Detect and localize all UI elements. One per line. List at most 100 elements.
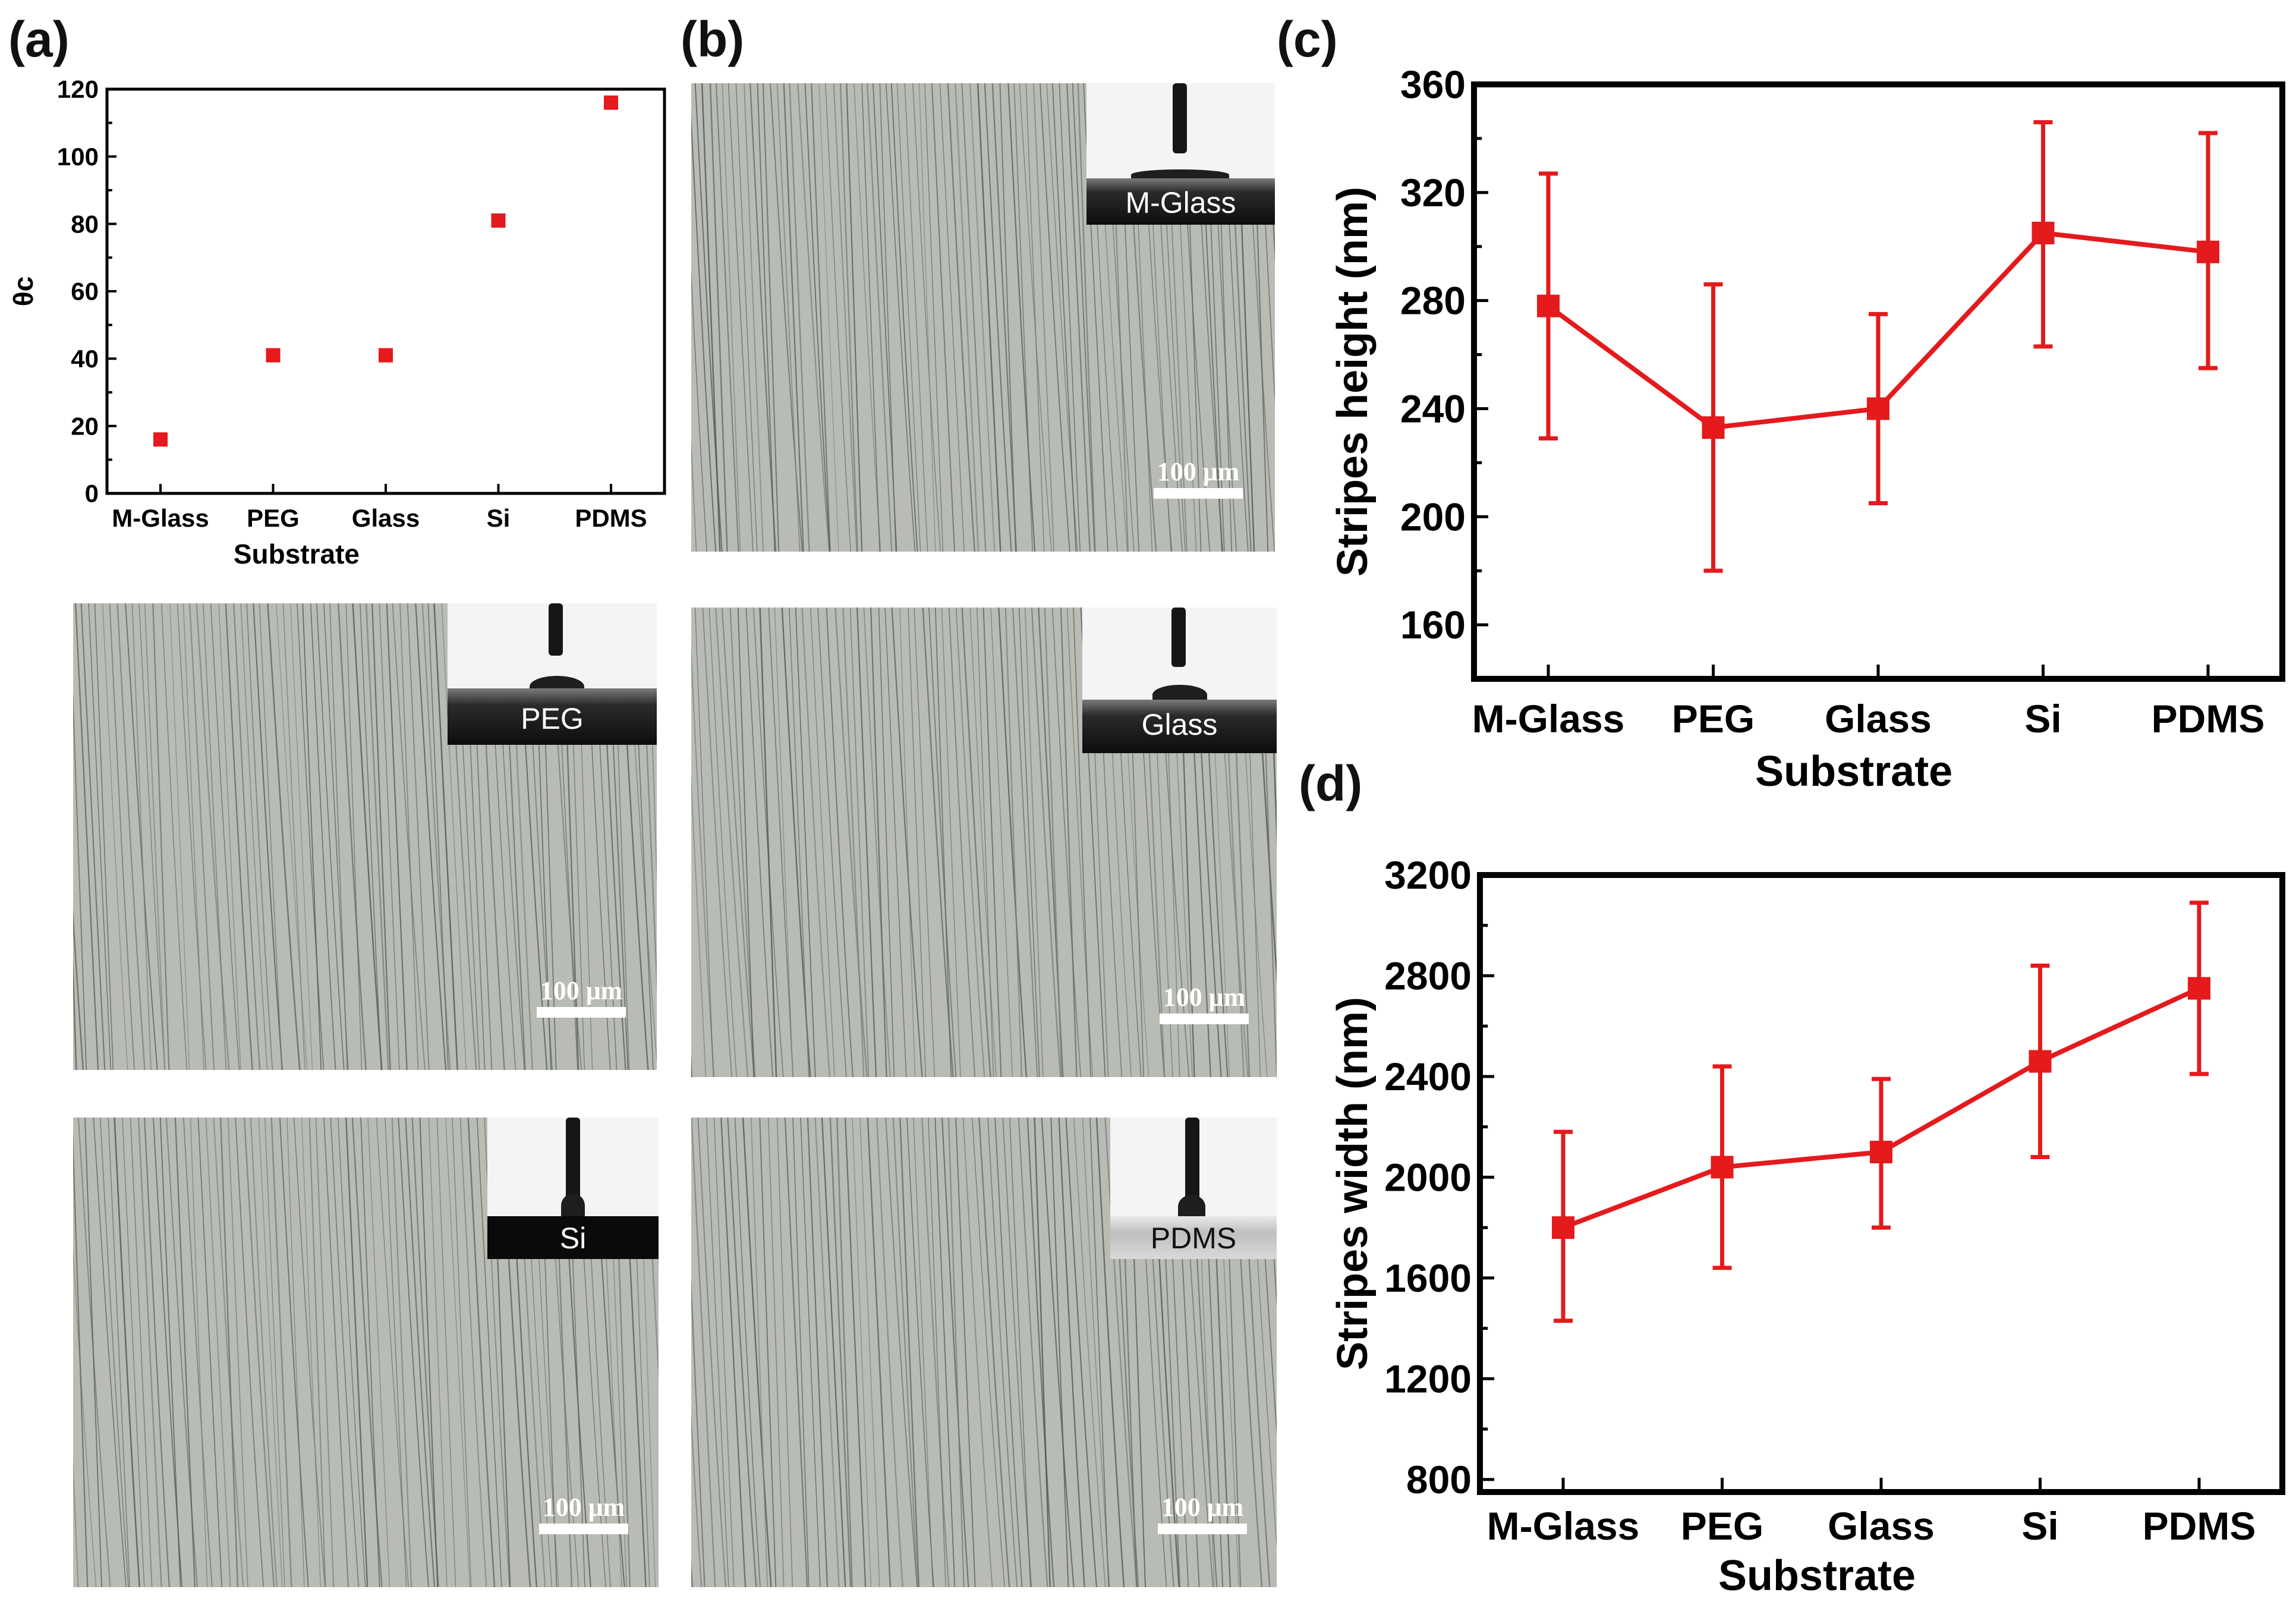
stripe-line	[213, 1118, 244, 1587]
stripe-line	[839, 83, 859, 552]
stripe-line	[371, 603, 391, 1070]
contact-angle-inset-peg: PEG	[448, 603, 657, 745]
stripe-line	[987, 1118, 1018, 1587]
stripe-line	[759, 1118, 777, 1587]
x-tick-label: PDMS	[575, 504, 647, 532]
stripe-line	[856, 608, 877, 1077]
x-tick-label: Glass	[352, 504, 420, 532]
data-point	[2188, 977, 2210, 1000]
y-tick-label: 120	[57, 75, 99, 103]
stripe-line	[235, 1118, 264, 1587]
stripe-line	[776, 1118, 793, 1587]
stripe-line	[691, 268, 708, 552]
stripe-line	[1050, 1118, 1069, 1587]
stripe-line	[116, 603, 146, 1070]
x-axis-title: Substrate	[1718, 1552, 1916, 1600]
x-axis-title: Substrate	[1755, 748, 1952, 795]
y-tick-label: 100	[57, 143, 99, 171]
stripe-line	[1060, 608, 1078, 1077]
x-tick-label: PDMS	[2143, 1504, 2256, 1548]
scale-bar: 100 μm	[539, 1492, 628, 1534]
stripe-line	[330, 1118, 360, 1587]
stripe-line	[797, 83, 830, 552]
stripe-line	[1009, 1118, 1031, 1587]
stripe-line	[243, 1118, 275, 1587]
stripe-line	[691, 1118, 716, 1587]
stripe-line	[1044, 608, 1063, 1077]
substrate-base	[1082, 700, 1277, 753]
chart-d-stripes-width: 800 1200 1600 2000 2400 2800 3200 M-Glass PEG Gla…	[1329, 853, 2285, 1600]
stripe-line	[1089, 1118, 1110, 1587]
stripe-line	[125, 603, 158, 1070]
stripe-line	[962, 1118, 993, 1587]
panel-label-d: (d)	[1299, 756, 1363, 811]
stripe-line	[955, 83, 979, 552]
stripe-line	[928, 608, 957, 1077]
stripe-line	[329, 603, 348, 1070]
plot-frame	[105, 87, 666, 495]
stripe-line	[270, 1118, 292, 1587]
x-tick-label: Si	[2024, 697, 2061, 741]
y-tick-label: 160	[1400, 603, 1466, 647]
substrate-base	[1086, 178, 1275, 225]
data-point	[2029, 1050, 2052, 1073]
stripe-line	[691, 644, 715, 1077]
stripe-line	[376, 1118, 409, 1587]
substrate-label: PDMS	[1150, 1222, 1237, 1255]
y-tick-label: 80	[71, 210, 99, 238]
stripe-line	[721, 608, 755, 1077]
stripe-line	[759, 608, 777, 1077]
stripe-line	[697, 1118, 726, 1587]
stripe-line	[1034, 1118, 1051, 1587]
stripe-line	[190, 1118, 208, 1587]
stripe-line	[922, 608, 954, 1077]
stripe-line	[694, 608, 714, 1077]
stripe-line	[947, 83, 975, 552]
stripe-line	[1058, 1118, 1085, 1587]
stripe-line	[297, 603, 325, 1070]
stripe-line	[825, 83, 851, 552]
substrate-label: Glass	[1141, 708, 1218, 741]
stripe-line	[928, 1118, 946, 1587]
stripe-line	[391, 1118, 412, 1587]
stripe-line	[93, 1118, 127, 1587]
stripe-line	[762, 83, 780, 552]
scale-label: 100 μm	[542, 1493, 625, 1522]
stripe-texture	[691, 1118, 1277, 1587]
stripe-line	[709, 83, 728, 552]
substrate-label: M-Glass	[1125, 186, 1236, 219]
data-point	[491, 213, 506, 228]
stripe-line	[1104, 1118, 1138, 1587]
stripe-line	[1018, 1118, 1048, 1587]
scale-bar: 100 μm	[1160, 982, 1249, 1024]
stripe-line	[94, 603, 114, 1070]
data-point	[1537, 294, 1560, 317]
stripe-line	[258, 1118, 283, 1587]
scale-line	[539, 1524, 628, 1534]
stripe-line	[834, 608, 868, 1077]
stripe-line	[1007, 83, 1036, 552]
y-tick-label: 200	[1400, 495, 1466, 539]
stripe-line	[367, 1118, 390, 1587]
stripe-line	[467, 1118, 496, 1587]
stripe-line	[267, 603, 301, 1070]
stripe-line	[337, 1118, 366, 1587]
stripe-line	[892, 1118, 918, 1587]
scale-label: 100 μm	[1161, 1493, 1244, 1522]
y-axis-title: Stripes width (nm)	[1329, 997, 1377, 1370]
y-tick-label: 20	[71, 412, 99, 440]
y-axis-title: Stripes height (nm)	[1329, 187, 1377, 577]
stripe-line	[863, 608, 891, 1077]
x-tick-label: M-Glass	[1487, 1504, 1640, 1548]
panel-label-a: (a)	[8, 11, 70, 67]
stripe-line	[921, 1118, 950, 1587]
y-tick-label: 2400	[1384, 1055, 1472, 1099]
stripe-line	[196, 603, 230, 1070]
y-tick-label: 0	[85, 480, 99, 508]
contact-angle-inset-glass: Glass	[1082, 608, 1277, 753]
stripe-line	[253, 603, 283, 1070]
stripe-line	[955, 608, 985, 1077]
stripe-line	[829, 1118, 852, 1587]
y-tick-label: 1600	[1384, 1256, 1472, 1300]
